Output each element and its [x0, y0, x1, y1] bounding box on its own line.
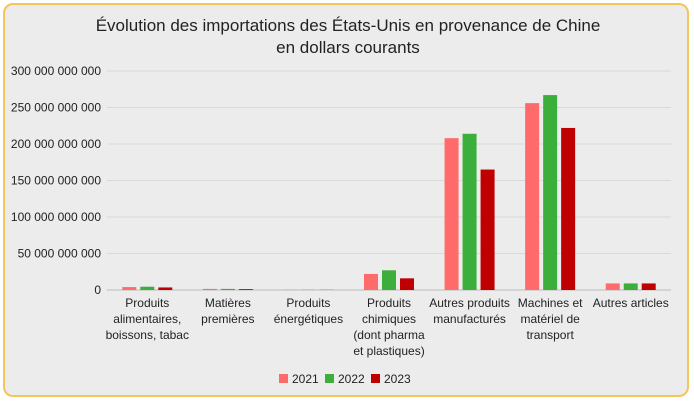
y-tick-label: 0	[94, 283, 101, 297]
legend-swatch-2022	[325, 374, 334, 383]
bar-2021-0	[122, 287, 137, 290]
category-label: énergétiques	[274, 312, 343, 326]
category-label: et plastiques)	[353, 344, 424, 358]
chart-title: Évolution des importations des États-Uni…	[5, 15, 691, 59]
y-tick-label: 50 000 000 000	[18, 247, 102, 261]
category-label: Produits	[125, 296, 169, 310]
bar-2021-1	[202, 288, 217, 290]
bar-2023-1	[238, 289, 253, 290]
legend-label-2023: 2023	[384, 372, 411, 386]
y-tick-label: 250 000 000 000	[11, 101, 101, 115]
bar-2021-5	[525, 103, 540, 291]
bar-2023-0	[158, 287, 173, 290]
chart-frame: Évolution des importations des États-Uni…	[3, 3, 689, 397]
category-label: Produits	[286, 296, 330, 310]
y-tick-label: 150 000 000 000	[11, 174, 101, 188]
category-label: chimiques	[362, 312, 416, 326]
category-label: Matières	[205, 296, 251, 310]
bar-chart: 0 50 000 000 000 100 000 000 000 150 000 00…	[11, 64, 671, 386]
bar-2021-6	[605, 283, 620, 290]
bar-2021-3	[364, 273, 378, 290]
legend-label-2022: 2022	[338, 372, 365, 386]
category-label: Produits	[367, 296, 411, 310]
y-tick-label: 200 000 000 000	[11, 137, 101, 151]
category-label: boissons, tabac	[106, 328, 189, 342]
y-tick-label: 100 000 000 000	[11, 210, 101, 224]
bar-2021-4	[444, 138, 459, 290]
category-label: alimentaires,	[113, 312, 181, 326]
bar-2023-6	[641, 283, 656, 290]
bar-2023-5	[561, 127, 576, 290]
bar-2022-4	[462, 133, 477, 290]
category-label: transport	[526, 328, 574, 342]
category-label: Autres articles	[593, 296, 669, 310]
legend-swatch-2021	[279, 374, 288, 383]
chart-subtitle: en dollars courants	[276, 38, 420, 57]
bar-2022-6	[623, 283, 638, 290]
category-label: Autres produits	[429, 296, 510, 310]
category-label: (dont pharma	[353, 328, 425, 342]
bar-2022-0	[140, 286, 155, 290]
y-tick-label: 300 000 000 000	[11, 64, 101, 78]
bar-2022-5	[543, 95, 558, 290]
category-label: matériel de	[520, 312, 580, 326]
chart-title-line: Évolution des importations des États-Uni…	[95, 16, 601, 35]
legend-swatch-2023	[371, 374, 380, 383]
category-label: Machines et	[518, 296, 583, 310]
bar-2022-1	[220, 288, 235, 290]
bar-2023-4	[480, 169, 495, 290]
legend-label-2021: 2021	[292, 372, 319, 386]
category-label: premières	[201, 312, 254, 326]
category-label: manufacturés	[433, 312, 506, 326]
bar-2023-3	[400, 278, 414, 290]
bar-2022-3	[382, 270, 396, 290]
